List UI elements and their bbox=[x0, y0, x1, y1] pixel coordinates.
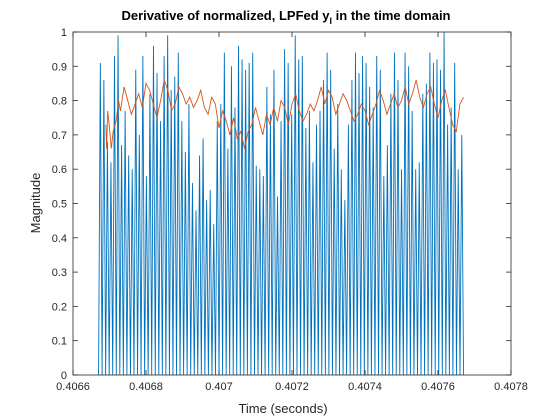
x-tick-label: 0.4076 bbox=[421, 381, 455, 393]
series-envelope-line bbox=[105, 78, 464, 149]
y-tick-label: 0.1 bbox=[52, 336, 67, 348]
y-tick-label: 0.6 bbox=[52, 164, 67, 176]
y-tick-label: 0.8 bbox=[52, 96, 67, 108]
x-tick-label: 0.4066 bbox=[56, 381, 90, 393]
y-tick-label: 0.9 bbox=[52, 61, 67, 73]
tick-layer: 0.4066 0.4068 0.407 0.4072 0.4074 0.4076 0.407… bbox=[52, 27, 528, 393]
y-tick-label: 0.5 bbox=[52, 199, 67, 211]
x-tick-label: 0.4072 bbox=[275, 381, 309, 393]
plot-area bbox=[73, 32, 511, 375]
series-derivative-line bbox=[98, 32, 464, 375]
x-axis-label: Time (seconds) bbox=[238, 401, 327, 416]
x-tick-label: 0.4068 bbox=[129, 381, 163, 393]
x-tick-label: 0.4074 bbox=[348, 381, 382, 393]
y-tick-label: 0 bbox=[61, 370, 67, 382]
y-axis-label: Magnitude bbox=[28, 173, 43, 234]
y-tick-label: 0.3 bbox=[52, 267, 67, 279]
x-tick-label: 0.407 bbox=[205, 381, 233, 393]
chart-title: Derivative of normalized, LPFed yl in th… bbox=[121, 8, 450, 26]
y-tick-label: 0.2 bbox=[52, 301, 67, 313]
x-tick-label: 0.4078 bbox=[494, 381, 528, 393]
y-tick-label: 0.4 bbox=[52, 233, 67, 245]
y-tick-label: 0.7 bbox=[52, 130, 67, 142]
y-tick-label: 1 bbox=[61, 27, 67, 39]
